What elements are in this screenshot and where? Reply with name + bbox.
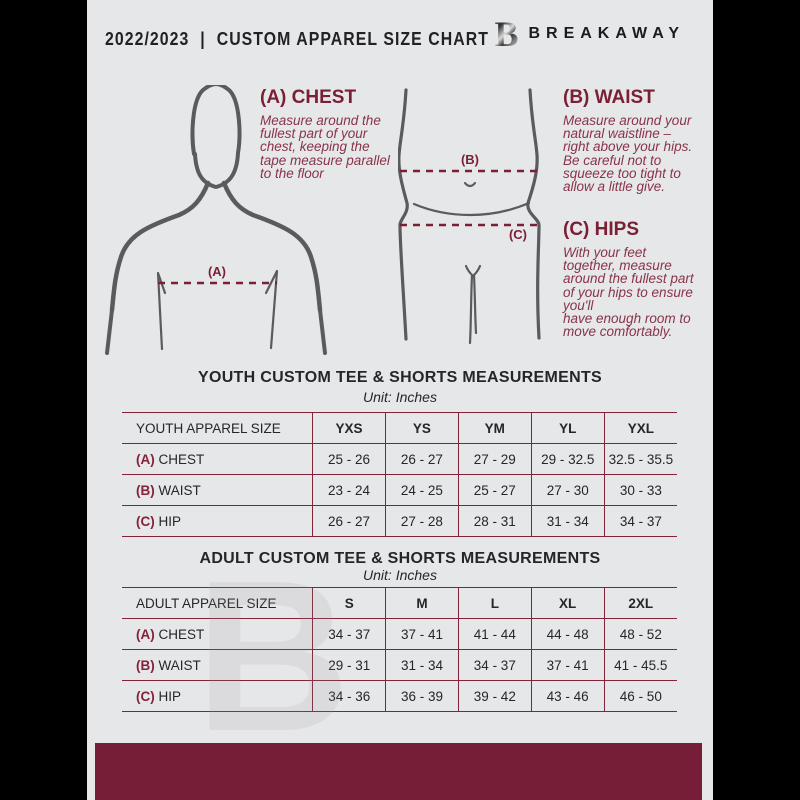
svg-text:(A): (A): [208, 264, 226, 279]
svg-text:(C): (C): [509, 227, 527, 242]
svg-text:(B): (B): [461, 152, 479, 167]
